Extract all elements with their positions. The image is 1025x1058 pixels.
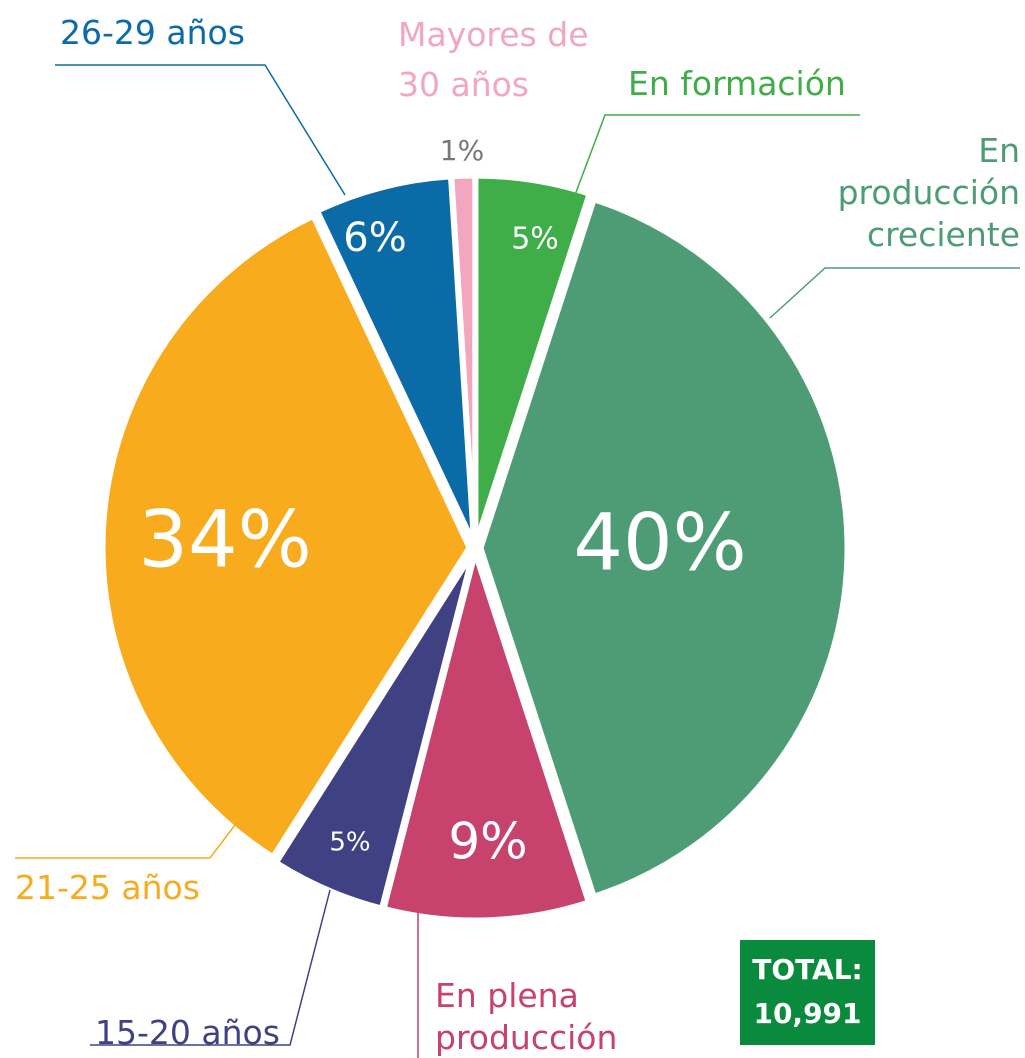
slice-label: En plena producción bbox=[435, 976, 618, 1057]
value-label: 9% bbox=[448, 813, 527, 871]
slice-label: 15-20 años bbox=[95, 1013, 280, 1052]
pie-slice bbox=[314, 174, 477, 544]
leader-line bbox=[574, 114, 860, 196]
leader-line bbox=[55, 64, 346, 196]
pie-slice bbox=[449, 173, 478, 543]
value-label: 40% bbox=[573, 498, 746, 588]
total-value: 10,991 bbox=[753, 997, 862, 1030]
slice-label: En producción creciente bbox=[837, 131, 1020, 254]
slice-label: 21-25 años bbox=[15, 868, 200, 907]
total-box: TOTAL: 10,991 bbox=[740, 940, 875, 1045]
total-label: TOTAL: bbox=[752, 953, 863, 986]
leader-line bbox=[769, 267, 1020, 319]
value-label: 5% bbox=[511, 222, 559, 257]
value-label: 6% bbox=[343, 215, 406, 261]
slice-label: Mayores de 30 años bbox=[398, 15, 589, 104]
leader-line bbox=[90, 889, 331, 1046]
slice-label: 26-29 años bbox=[60, 13, 245, 52]
value-label: 5% bbox=[329, 828, 370, 858]
value-label: 34% bbox=[138, 495, 311, 585]
leader-line bbox=[15, 824, 236, 859]
pie-slice bbox=[100, 213, 472, 861]
pie-slice bbox=[273, 552, 476, 912]
pie-slice bbox=[381, 545, 592, 923]
slice-label: En formación bbox=[628, 64, 846, 103]
pie-slice bbox=[478, 196, 850, 900]
value-label: 1% bbox=[440, 134, 484, 167]
